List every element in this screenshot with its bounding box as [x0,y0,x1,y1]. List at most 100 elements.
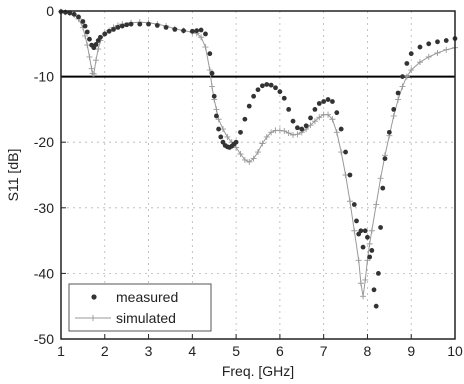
data-point-simulated [259,140,266,147]
data-point-simulated [355,257,362,264]
data-point-measured [251,93,257,99]
data-point-measured [373,303,379,309]
data-point-measured [404,61,410,66]
y-tick-label: -30 [34,200,54,216]
data-point-measured [417,44,423,50]
data-point-measured [371,287,377,293]
data-point-measured [443,38,449,43]
data-point-measured [382,156,388,162]
data-point-measured [295,125,300,131]
data-point-measured [87,36,92,42]
data-point-measured [360,244,366,250]
x-tick-label: 6 [276,343,284,359]
data-point-measured [347,172,353,178]
data-point-simulated [399,83,406,90]
data-point-measured [286,107,292,112]
y-tick-label: -20 [34,134,54,150]
data-point-simulated [198,34,205,41]
plot-frame [60,10,456,340]
x-tick-label: 8 [364,343,372,359]
legend-plus-simulated [90,315,96,321]
data-point-simulated [93,57,100,64]
data-point-simulated [377,175,384,182]
legend-label-simulated: simulated [116,310,176,326]
data-point-measured [375,271,381,276]
data-point-measured [290,118,296,124]
data-point-measured [378,225,383,230]
y-tick-label: -10 [34,69,54,85]
data-point-measured [365,234,370,240]
data-point-simulated [373,201,380,208]
data-point-simulated [294,131,301,138]
data-point-simulated [206,67,213,74]
data-point-measured [218,134,224,140]
data-point-simulated [368,227,375,234]
data-point-simulated [333,129,340,136]
data-point-simulated [351,227,358,234]
data-point-measured [111,26,116,32]
data-point-simulated [82,32,89,39]
data-point-measured [209,70,215,76]
x-tick-label: 1 [57,343,65,359]
data-point-measured [316,101,322,106]
data-point-measured [154,23,160,28]
data-point-measured [242,116,248,122]
data-point-simulated [224,133,231,140]
data-point-measured [238,129,243,135]
data-point-measured [246,103,252,109]
data-point-measured [343,149,348,155]
data-point-measured [80,19,86,24]
data-point-measured [395,90,401,96]
data-point-simulated [329,116,336,123]
data-point-simulated [250,155,257,162]
data-point-measured [400,74,405,79]
data-point-measured [338,126,344,132]
data-point-measured [82,23,88,29]
x-tick-label: 5 [232,343,240,359]
data-point-measured [312,107,318,112]
data-point-measured [216,126,222,132]
data-point-measured [163,25,169,30]
data-point-simulated [434,49,441,56]
data-point-simulated [362,276,369,283]
data-point-measured [264,82,270,87]
y-tick-label: -40 [34,265,54,281]
y-tick-label: -50 [34,331,54,347]
data-point-simulated [237,151,244,158]
data-point-measured [198,27,204,33]
data-point-simulated [425,53,432,60]
data-point-measured [380,185,386,191]
data-point-measured [189,28,195,34]
data-point-measured [308,115,313,121]
data-point-simulated [95,46,102,53]
data-point-measured [426,41,432,47]
data-point-measured [351,202,357,207]
data-point-measured [259,83,265,89]
data-point-simulated [346,198,353,205]
data-point-measured [369,248,375,253]
data-point-measured [124,22,130,28]
data-point-measured [211,93,217,99]
x-tick-label: 2 [101,343,109,359]
data-point-measured [386,129,392,135]
data-point-measured [71,11,77,17]
data-point-simulated [311,118,318,125]
legend-box [68,283,212,332]
data-point-measured [181,28,186,34]
x-tick-label: 9 [407,343,415,359]
data-point-simulated [325,111,332,118]
data-point-measured [321,99,327,104]
data-point-measured [207,51,213,57]
data-point-simulated [209,83,216,90]
data-point-measured [435,39,440,45]
data-point-simulated [233,144,240,151]
data-point-measured [367,254,373,260]
data-point-measured [115,25,121,30]
data-point-simulated [281,128,288,135]
data-point-measured [268,82,274,88]
data-point-measured [391,107,397,112]
data-point-measured [255,87,261,93]
data-point-measured [146,21,151,27]
data-point-measured [93,42,99,47]
